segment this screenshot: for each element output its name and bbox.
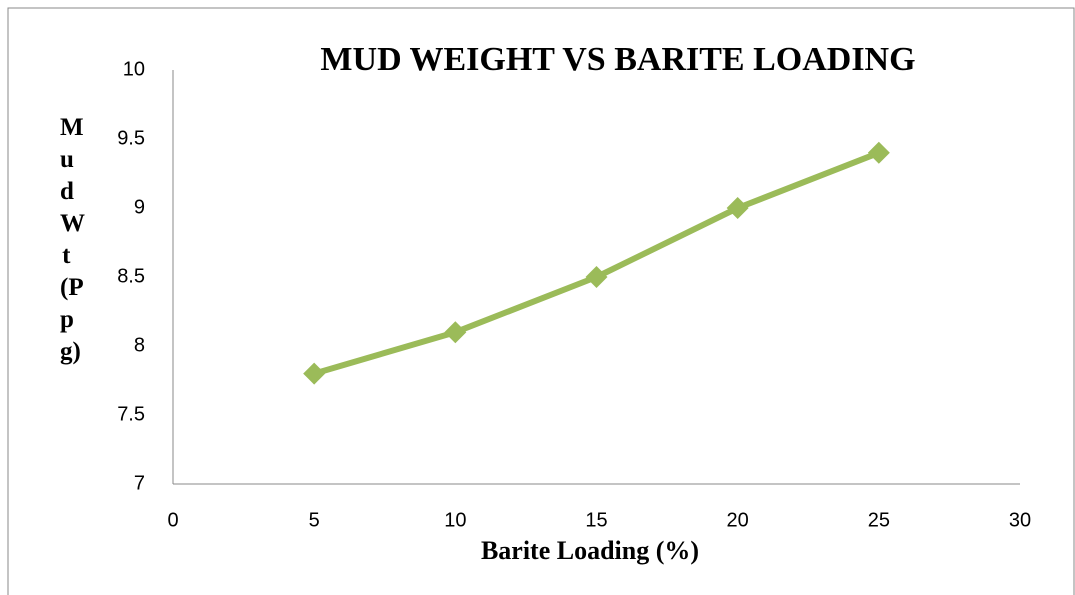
series-line: [313, 150, 880, 377]
y-axis-label: Mud Wt (Ppg): [60, 114, 85, 365]
marker: [444, 321, 467, 344]
x-tick-label: 15: [585, 509, 607, 531]
chart-title: MUD WEIGHT VS BARITE LOADING: [320, 41, 915, 78]
y-tick-label: 7: [134, 472, 145, 494]
y-tick-label: 9: [134, 196, 145, 218]
marker: [867, 141, 890, 164]
y-tick-label: 7.5: [117, 403, 145, 425]
marker: [303, 362, 326, 385]
x-tick-label: 10: [444, 509, 466, 531]
y-tick-label: 8.5: [117, 265, 145, 287]
x-tick-label: 0: [167, 509, 178, 531]
marker: [585, 266, 608, 288]
x-tick-label: 30: [1009, 509, 1031, 531]
y-tick-label: 9.5: [117, 127, 145, 149]
y-tick-label: 10: [123, 58, 145, 80]
x-axis-label: Barite Loading (%): [481, 536, 699, 565]
marker: [726, 197, 749, 219]
chart-frame: [7, 7, 1075, 595]
x-tick-label: 20: [727, 509, 749, 531]
x-tick-label: 25: [868, 509, 890, 531]
x-tick-label: 5: [309, 509, 320, 531]
y-tick-label: 8: [134, 334, 145, 356]
